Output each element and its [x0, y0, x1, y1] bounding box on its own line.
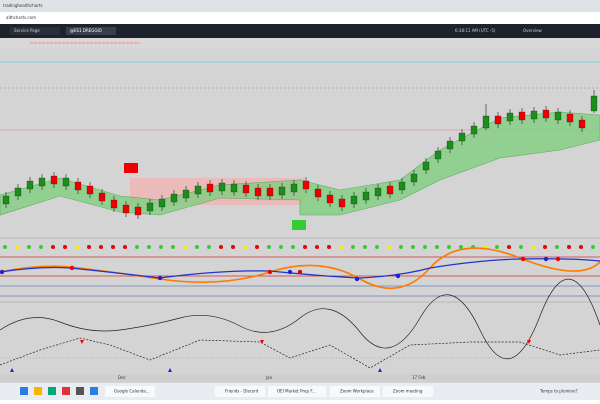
x-label: Dec [118, 375, 126, 380]
x-label: 17 Feb [412, 375, 426, 380]
task-label[interactable]: Friends - Discord [225, 389, 259, 394]
candles [2, 95, 598, 216]
tab-strip [0, 0, 600, 12]
task-label[interactable]: Zoom meeting [393, 389, 423, 394]
page-tab-label[interactable]: Service Page [14, 28, 40, 33]
clock: 6:38:11 AM (UTC -5) [455, 28, 496, 33]
time-axis [0, 374, 600, 382]
task[interactable] [330, 386, 380, 397]
momentum-line [0, 278, 600, 360]
task-label[interactable]: Google Calenda... [114, 389, 150, 394]
sell-tag [124, 163, 138, 173]
momentum-signal [0, 337, 600, 369]
menu[interactable]: Overview [523, 28, 543, 33]
oscillator-fast [0, 247, 600, 290]
task-label[interactable]: Zoom Workplace [340, 389, 374, 394]
task-label[interactable]: OEI Market Prep F... [277, 389, 316, 394]
browser-tab[interactable]: tradinghealthcharts [3, 3, 43, 8]
symbol-tab[interactable] [66, 27, 116, 35]
address-bar [0, 12, 600, 24]
url[interactable]: althcharts.com [6, 15, 36, 20]
signal-dots [3, 245, 595, 249]
task[interactable] [268, 386, 326, 397]
x-label: Jan [265, 375, 273, 380]
pinned-icons[interactable] [20, 387, 98, 395]
task[interactable] [215, 386, 265, 397]
page-tab[interactable] [10, 27, 60, 35]
buy-tag [292, 220, 306, 230]
legend-bar [0, 38, 600, 48]
task[interactable] [105, 386, 155, 397]
cross-points [0, 256, 561, 282]
oscillator-slow [0, 258, 600, 279]
task[interactable] [383, 386, 433, 397]
symbol[interactable]: @ES1 DREGGIO [70, 28, 102, 33]
search-hint[interactable]: Temps to plumine? [539, 389, 578, 394]
app-toolbar [0, 24, 600, 38]
